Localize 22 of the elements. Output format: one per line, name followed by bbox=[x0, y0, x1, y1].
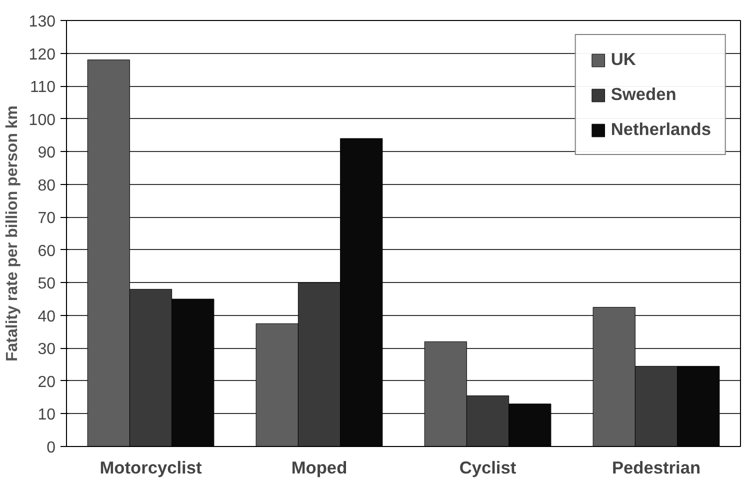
y-tick-label: 110 bbox=[30, 79, 56, 96]
y-tick-label: 20 bbox=[38, 374, 56, 391]
y-axis-title: Fatality rate per billion person km bbox=[4, 105, 21, 362]
y-tick-label: 120 bbox=[28, 46, 56, 64]
x-tick-label: Cyclist bbox=[459, 458, 516, 478]
legend-label: Sweden bbox=[610, 84, 676, 105]
x-tick-label: Moped bbox=[291, 458, 348, 478]
y-tick-label: 80 bbox=[38, 177, 56, 194]
x-tick-label: Motorcyclist bbox=[100, 458, 202, 478]
y-tick-label: 30 bbox=[38, 341, 56, 358]
y-tick-label: 0 bbox=[46, 440, 56, 456]
y-tick-label: 10 bbox=[38, 406, 56, 424]
x-tick-label: Pedestrian bbox=[612, 458, 701, 478]
legend-label: Netherlands bbox=[610, 119, 711, 140]
y-tick-label: 40 bbox=[38, 308, 56, 326]
y-tick-label: 60 bbox=[38, 242, 56, 260]
y-tick-label: 90 bbox=[38, 144, 56, 162]
y-tick-label: 100 bbox=[28, 112, 56, 129]
y-tick-label: 50 bbox=[38, 276, 56, 293]
y-tick-label: 130 bbox=[28, 14, 56, 30]
legend-label: UK bbox=[610, 49, 636, 70]
y-tick-label: 70 bbox=[38, 210, 56, 228]
